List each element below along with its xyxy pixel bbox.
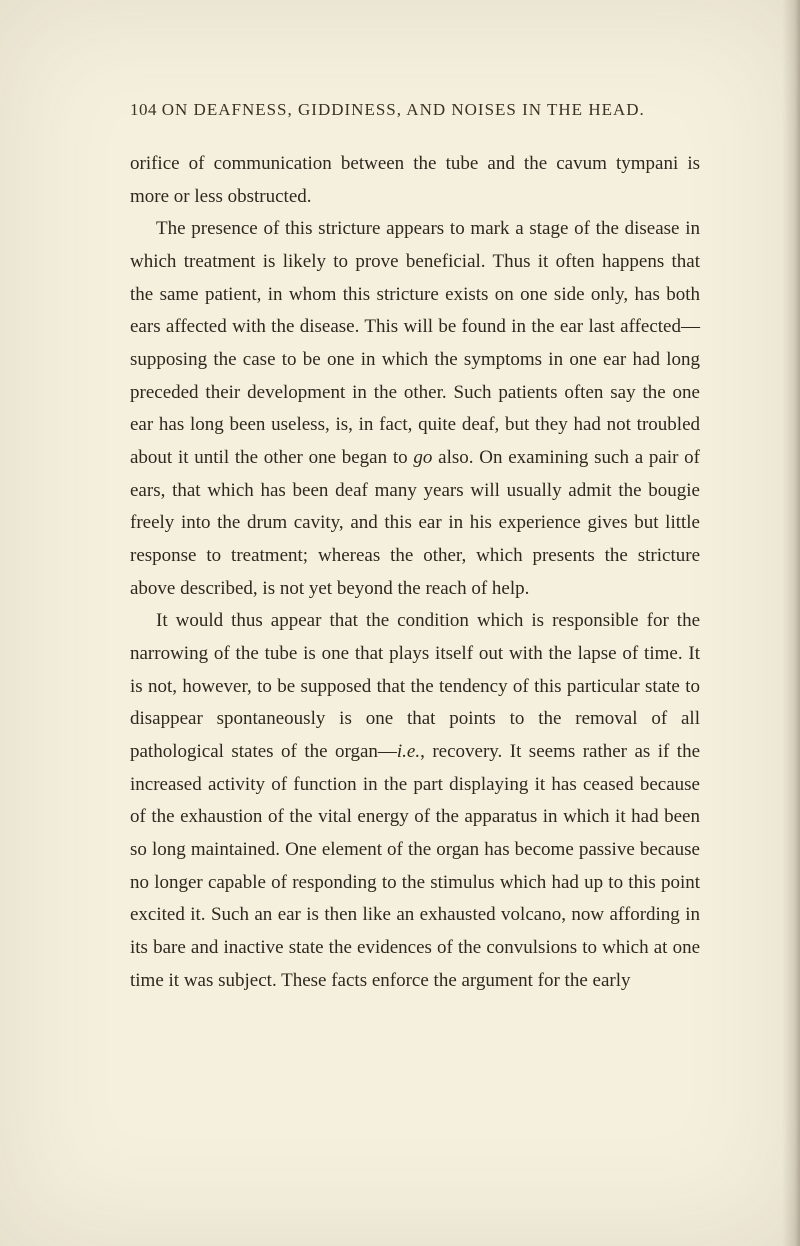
page-number: 104	[130, 100, 157, 119]
page-container: 104 ON DEAFNESS, GIDDINESS, AND NOISES I…	[0, 0, 800, 1077]
p1-text: orifice of communication between the tub…	[130, 153, 700, 207]
body-text: orifice of communication between the tub…	[130, 148, 700, 997]
p2-text-2: also. On examining such a pair of ears, …	[130, 447, 700, 599]
p3-text-2: , recovery. It seems rather as if the in…	[130, 741, 700, 991]
p2-text-1: The presence of this stricture appears t…	[130, 218, 700, 468]
paragraph-3: It would thus appear that the condition …	[130, 605, 700, 997]
page-header: 104 ON DEAFNESS, GIDDINESS, AND NOISES I…	[130, 100, 700, 120]
page-edge-shadow	[782, 0, 800, 1246]
p3-text-1: It would thus appear that the condition …	[130, 610, 700, 762]
p2-italic-1: go	[413, 447, 432, 468]
paragraph-2: The presence of this stricture appears t…	[130, 213, 700, 605]
p3-italic-1: i.e.	[397, 741, 420, 762]
paragraph-1: orifice of communication between the tub…	[130, 148, 700, 213]
running-title: ON DEAFNESS, GIDDINESS, AND NOISES IN TH…	[162, 100, 645, 119]
